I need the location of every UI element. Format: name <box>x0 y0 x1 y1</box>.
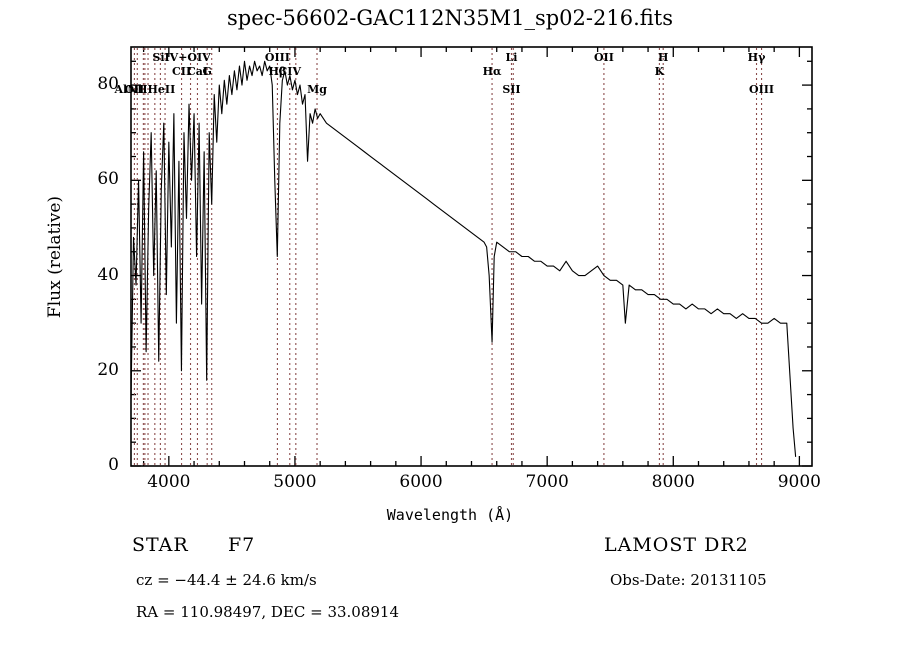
spectral-line-label: Mg <box>307 83 327 96</box>
y-tick-label: 20 <box>97 359 119 380</box>
spectral-line-label: CII <box>172 65 192 78</box>
spectral-line-label: OIII <box>264 51 290 64</box>
spectral-line-label: Hβ <box>268 65 287 78</box>
spectral-line-label: OII <box>124 83 145 96</box>
spectral-line-label: CaI <box>186 65 208 78</box>
spectral-line-label: Hα <box>482 65 502 78</box>
y-tick-label: 40 <box>97 264 119 285</box>
survey-label: LAMOST DR2 <box>604 534 749 556</box>
spectral-line-label: OIII <box>749 83 775 96</box>
x-tick-label: 4000 <box>147 472 191 492</box>
coordinates-value: RA = 110.98497, DEC = 33.08914 <box>136 603 400 621</box>
x-tick-label: 9000 <box>777 472 821 492</box>
y-tick-label: 80 <box>97 74 119 95</box>
y-tick-label: 60 <box>97 169 119 190</box>
x-axis-label: Wavelength (Å) <box>386 506 514 524</box>
spectral-line-label: AlNIIHeII <box>114 83 176 96</box>
x-tick-label: 6000 <box>399 472 443 492</box>
y-tick-label: 0 <box>108 455 119 475</box>
spectral-class-label: F7 <box>228 534 256 556</box>
spectral-line-label: SII <box>502 83 521 96</box>
spectral-line-label: CIV <box>278 65 301 78</box>
spectral-line-label: G <box>202 65 212 78</box>
obs-date-value: Obs-Date: 20131105 <box>610 571 767 589</box>
x-tick-label: 7000 <box>525 472 569 492</box>
spectral-line-label: Li <box>505 51 518 64</box>
spectral-line-label: OII <box>593 51 614 64</box>
spectral-line-label: SiIV+OIV <box>152 51 211 64</box>
page-title: spec-56602-GAC112N35M1_sp02-216.fits <box>227 6 673 30</box>
spectral-line-label: K <box>654 65 665 78</box>
x-tick-label: 8000 <box>651 472 695 492</box>
cz-value: cz = −44.4 ± 24.6 km/s <box>136 571 317 589</box>
spectral-line-label: Hγ <box>747 51 766 64</box>
x-tick-label: 5000 <box>273 472 317 492</box>
object-type-label: STAR <box>132 534 189 556</box>
spectral-line-label: H <box>657 51 669 64</box>
